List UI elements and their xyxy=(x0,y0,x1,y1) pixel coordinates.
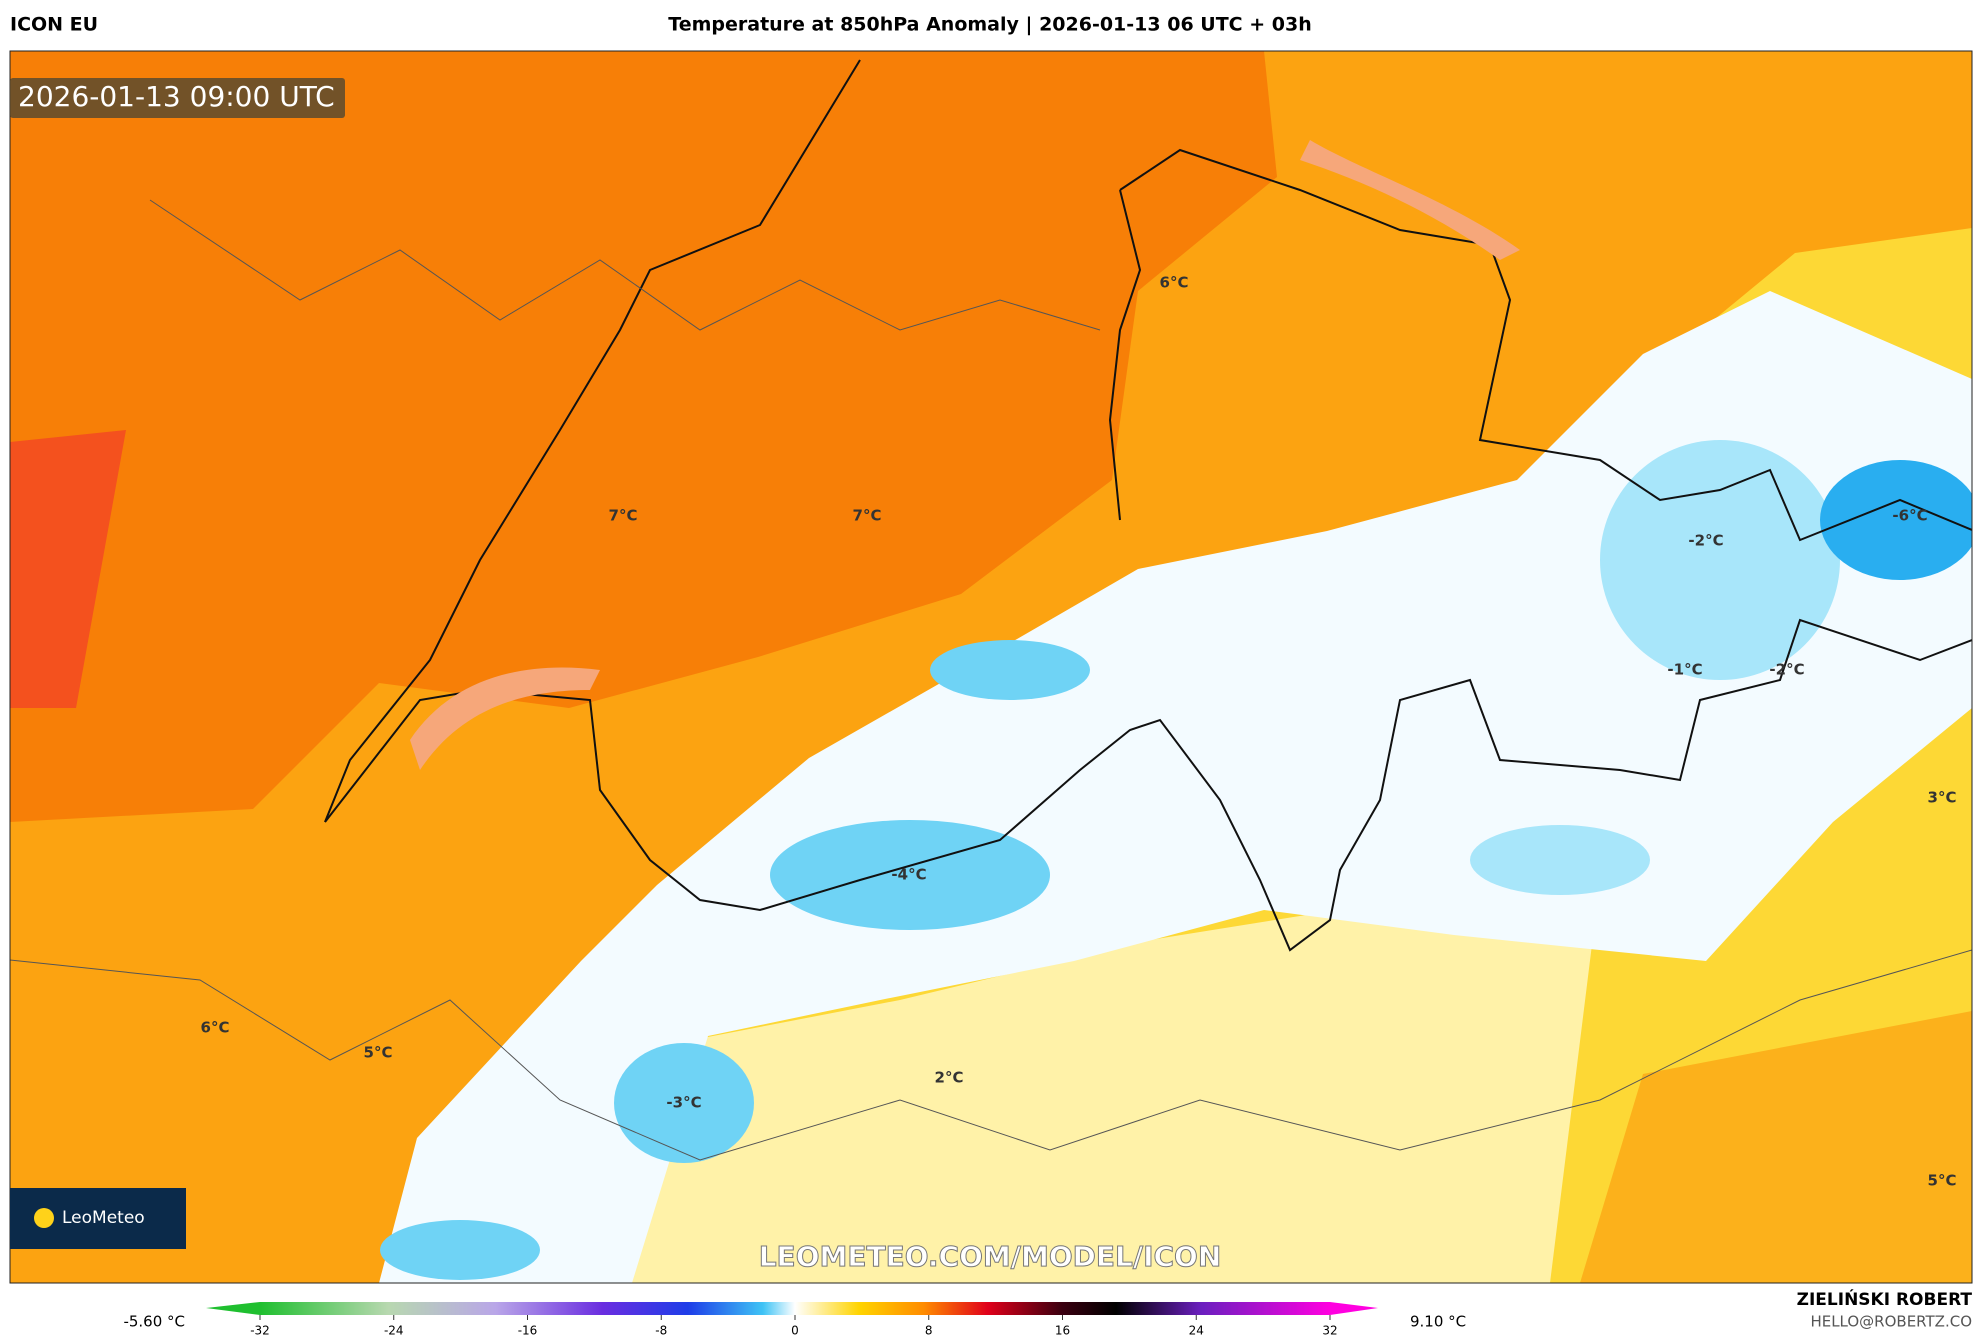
logo-sun xyxy=(34,1208,54,1228)
cold-anomaly xyxy=(1820,460,1972,580)
colorbar-arrow xyxy=(1330,1302,1378,1315)
colorbar-tick-label: -32 xyxy=(250,1324,270,1338)
watermark: LEOMETEO.COM/MODEL/ICON xyxy=(759,1240,1222,1273)
map-title: Temperature at 850hPa Anomaly | 2026-01-… xyxy=(668,14,1311,36)
warm-region xyxy=(10,51,1277,822)
contour-label: -3°C xyxy=(666,1094,701,1112)
cold-anomaly xyxy=(380,1220,540,1280)
contour-label: 7°C xyxy=(609,507,638,525)
cold-anomaly xyxy=(1470,825,1650,895)
model-name: ICON EU xyxy=(10,14,98,36)
cold-anomaly xyxy=(930,640,1090,700)
colorbar-tick-label: 24 xyxy=(1189,1324,1204,1338)
map-labels: 6°C 7°C 7°C -6°C -2°C -1°C -2°C 3°C -4°C 6°C 5°C 2°… xyxy=(201,274,1957,1190)
logo-text: LeoMeteo xyxy=(62,1208,145,1228)
contour-label: 3°C xyxy=(1928,789,1957,807)
contour-label: -1°C xyxy=(1667,661,1702,679)
region-border xyxy=(149,199,1101,331)
cold-anomaly xyxy=(614,1043,754,1163)
contour-label: 5°C xyxy=(1928,1172,1957,1190)
colorbar-tick-label: -8 xyxy=(655,1324,667,1338)
light-yellow-region xyxy=(600,880,1600,1283)
neutral-band xyxy=(379,291,1972,1283)
map-frame xyxy=(9,50,1973,1284)
contact: HELLO@ROBERTZ.CO xyxy=(1810,1313,1972,1331)
contour-label: 6°C xyxy=(1160,274,1189,292)
lake xyxy=(410,667,600,770)
colorbar-arrow xyxy=(206,1302,260,1315)
cold-anomaly xyxy=(770,820,1050,930)
contour-label: -6°C xyxy=(1892,507,1927,525)
colorbar-tick-label: 8 xyxy=(925,1324,933,1338)
contour-label: 5°C xyxy=(364,1044,393,1062)
country-border xyxy=(324,618,1972,952)
orange-region-se xyxy=(1580,1011,1972,1283)
contour-label: -2°C xyxy=(1688,532,1723,550)
colorbar-tick-label: 32 xyxy=(1322,1324,1337,1338)
contour-label: 6°C xyxy=(201,1019,230,1037)
colorbar-tick-label: -24 xyxy=(384,1324,404,1338)
hot-region xyxy=(10,430,126,708)
map-area xyxy=(10,51,1972,1283)
contour-label: 2°C xyxy=(935,1069,964,1087)
country-border xyxy=(1108,189,1142,521)
contour-label: -2°C xyxy=(1769,661,1804,679)
colorbar-tick-label: 0 xyxy=(791,1324,799,1338)
region-border xyxy=(10,949,1972,1161)
colorbar-max: 9.10 °C xyxy=(1410,1313,1466,1331)
colorbar-min: -5.60 °C xyxy=(123,1313,185,1331)
colorbar-tick-label: -16 xyxy=(518,1324,538,1338)
author: ZIELIŃSKI ROBERT xyxy=(1797,1288,1973,1310)
cold-anomaly xyxy=(1600,440,1840,680)
colorbar-tick-label: 16 xyxy=(1055,1324,1070,1338)
contour-label: 7°C xyxy=(853,507,882,525)
colorbar-bar xyxy=(260,1302,1330,1315)
contour-label: -4°C xyxy=(891,866,926,884)
time-box xyxy=(10,78,345,118)
country-border xyxy=(324,59,861,823)
lake xyxy=(1300,140,1520,260)
country-border xyxy=(1119,148,1972,542)
valid-time: 2026-01-13 09:00 UTC xyxy=(18,80,335,113)
colorbar: -32 -24 -16 -8 0 8 16 24 32 xyxy=(206,1302,1378,1338)
